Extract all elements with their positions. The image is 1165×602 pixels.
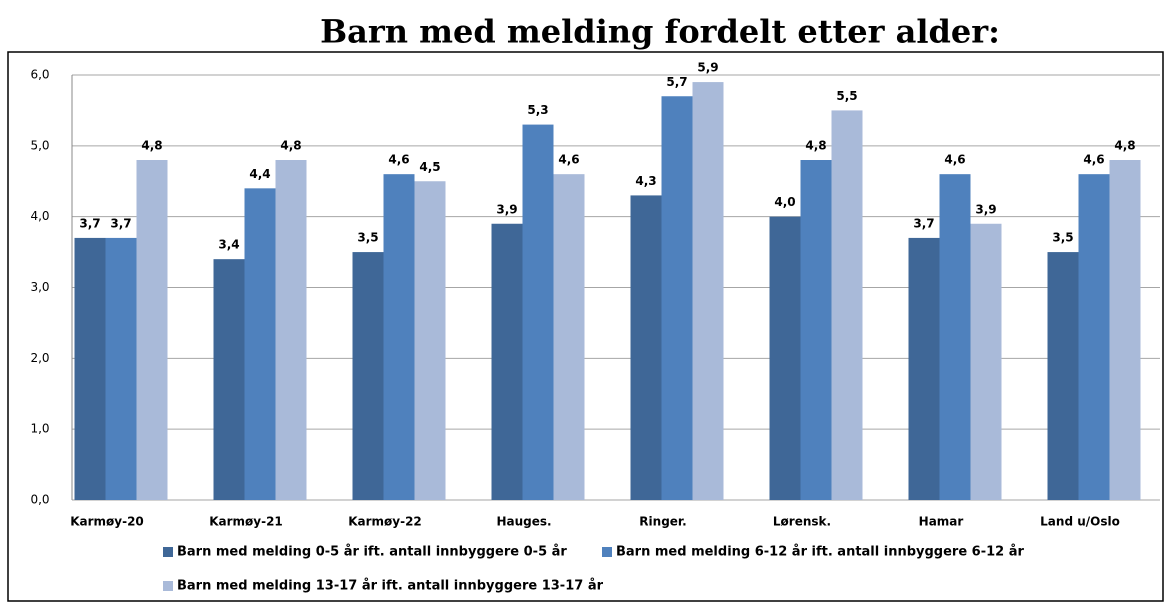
bar <box>939 174 971 500</box>
x-tick-label: Karmøy-22 <box>348 515 422 529</box>
value-label: 4,6 <box>944 153 965 167</box>
value-label: 4,8 <box>280 139 301 153</box>
x-tick-label: Karmøy-21 <box>209 515 283 529</box>
bar <box>414 181 446 500</box>
legend-label: Barn med melding 6-12 år ift. antall inn… <box>616 545 1025 560</box>
y-tick-label: 1,0 <box>30 422 49 436</box>
bar <box>1109 160 1141 500</box>
value-label: 4,0 <box>774 195 795 209</box>
value-label: 3,7 <box>110 216 131 230</box>
bar <box>630 195 662 500</box>
value-label: 4,6 <box>388 153 409 167</box>
bar <box>105 237 137 500</box>
y-tick-label: 4,0 <box>30 209 49 223</box>
bar <box>213 259 245 500</box>
legend-swatch <box>163 581 173 591</box>
bar <box>491 223 523 500</box>
value-label: 3,5 <box>357 231 378 245</box>
value-label: 4,8 <box>805 139 826 153</box>
bar <box>970 223 1002 500</box>
value-label: 4,3 <box>635 174 656 188</box>
value-label: 4,8 <box>1114 139 1135 153</box>
chart-title: Barn med melding fordelt etter alder: <box>320 13 1000 51</box>
x-tick-label: Hamar <box>919 515 964 529</box>
bar <box>769 216 801 500</box>
y-tick-label: 6,0 <box>30 68 49 82</box>
chart-frame <box>7 51 1164 602</box>
bar <box>1047 252 1079 500</box>
bar <box>1078 174 1110 500</box>
value-label: 5,3 <box>527 103 548 117</box>
bar <box>692 82 724 500</box>
y-tick-label: 0,0 <box>30 493 49 507</box>
bar <box>800 160 832 500</box>
bar <box>74 237 106 500</box>
value-label: 5,9 <box>697 61 718 75</box>
y-tick-label: 3,0 <box>30 280 49 294</box>
bar <box>553 174 585 500</box>
x-tick-label: Lørensk. <box>773 515 831 529</box>
value-label: 4,6 <box>558 153 579 167</box>
value-label: 4,6 <box>1083 153 1104 167</box>
value-label: 4,5 <box>419 160 440 174</box>
value-label: 4,4 <box>249 167 270 181</box>
legend-label: Barn med melding 13-17 år ift. antall in… <box>177 579 604 594</box>
value-label: 5,7 <box>666 75 687 89</box>
bar <box>522 124 554 500</box>
x-tick-label: Hauges. <box>496 515 551 529</box>
bar <box>908 237 940 500</box>
x-tick-label: Land u/Oslo <box>1040 515 1120 529</box>
value-label: 3,9 <box>496 202 517 216</box>
bar <box>831 110 863 501</box>
x-tick-label: Ringer. <box>639 515 686 529</box>
bar <box>275 160 307 500</box>
x-tick-label: Karmøy-20 <box>70 515 144 529</box>
bar <box>383 174 415 500</box>
legend-swatch <box>602 547 612 557</box>
value-label: 4,8 <box>141 139 162 153</box>
value-label: 3,4 <box>218 238 239 252</box>
bar <box>244 188 276 501</box>
value-label: 3,7 <box>79 216 100 230</box>
bar <box>661 96 693 500</box>
value-label: 5,5 <box>836 89 857 103</box>
legend-label: Barn med melding 0-5 år ift. antall innb… <box>177 545 567 560</box>
y-tick-label: 2,0 <box>30 351 49 365</box>
value-label: 3,9 <box>975 202 996 216</box>
legend-swatch <box>163 547 173 557</box>
bar <box>136 160 168 500</box>
bar <box>352 252 384 500</box>
y-tick-label: 5,0 <box>30 138 49 152</box>
value-label: 3,5 <box>1052 231 1073 245</box>
value-label: 3,7 <box>913 216 934 230</box>
